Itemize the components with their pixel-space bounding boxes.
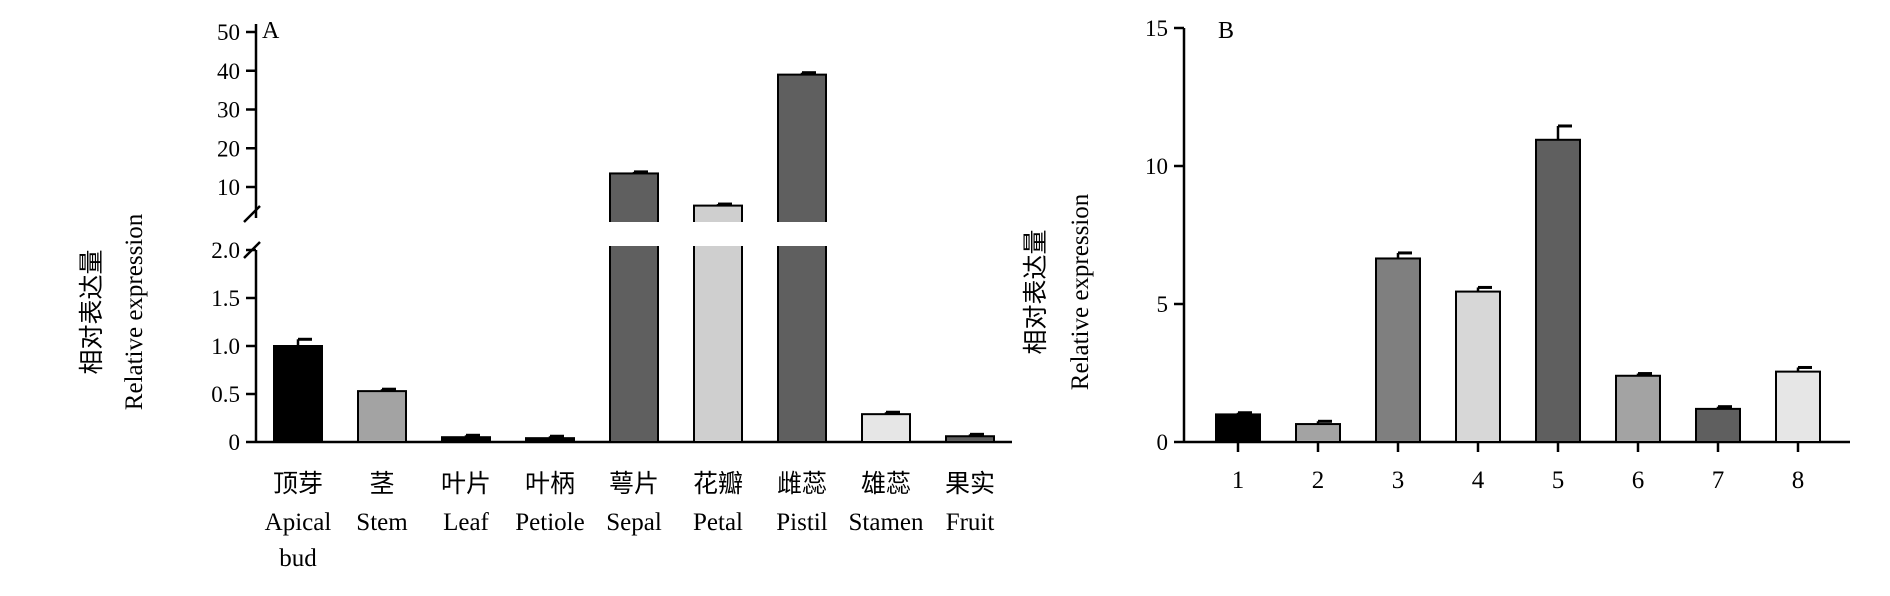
chart-a-category-cn: 叶片 — [441, 470, 491, 498]
chart-a-y-tick-label: 50 — [217, 20, 240, 45]
chart-a-y-axis-label-cn: 相对表达量 — [78, 249, 106, 374]
chart-a-ylabel-en: Relative expression — [121, 213, 148, 410]
chart-a-category-en: Leaf — [443, 509, 489, 536]
chart-a-category-cn: 果实 — [945, 470, 995, 498]
chart-a-category-cn: 雄蕊 — [861, 470, 911, 498]
chart-a-axis-break-mark-upper — [243, 205, 261, 223]
chart-b-bar — [1695, 407, 1741, 444]
chart-a-bar-break-gap — [776, 222, 828, 246]
chart-b-category-label: 3 — [1392, 467, 1405, 494]
chart-a-y-tick-label: 40 — [217, 59, 240, 84]
panel-b-label: B — [1218, 18, 1234, 44]
chart-a-category-cn: 雌蕊 — [777, 470, 827, 498]
chart-a-bar — [525, 437, 575, 444]
chart-a-bar — [273, 345, 323, 443]
chart-b-y-axis-label-cn: 相对表达量 — [1022, 229, 1050, 354]
chart-b-y-tick-label: 0 — [1157, 430, 1169, 455]
chart-b-y-tick-label: 5 — [1157, 292, 1169, 317]
chart-a-ylabel-cn: 相对表达量 — [78, 249, 106, 374]
chart-a: A 相对表达量 Relative expression 0 0.5 1.0 1.5 2.… — [78, 18, 1012, 572]
chart-a-category-en: bud — [279, 545, 317, 572]
chart-b-category-label: 5 — [1552, 467, 1565, 494]
chart-b: B 相对表达量 Relative expression 0 5 10 15 1 2 3 4 5… — [1022, 16, 1850, 494]
chart-a-bar — [777, 73, 827, 443]
chart-a-category-cn: 叶柄 — [525, 470, 575, 498]
chart-a-y-axis-label-en: Relative expression — [121, 213, 148, 410]
chart-b-bar — [1215, 413, 1261, 443]
chart-a-bars — [273, 71, 995, 444]
chart-a-category-en: Pistil — [776, 509, 827, 536]
chart-a-y-tick-label: 10 — [217, 175, 240, 200]
chart-a-y-ticks: 0 0.5 1.0 1.5 2.0 10 20 30 40 50 — [211, 20, 256, 455]
chart-a-category-en: Petiole — [515, 509, 584, 536]
chart-b-category-label: 1 — [1232, 467, 1245, 494]
chart-a-y-tick-label: 1.5 — [211, 286, 240, 311]
chart-b-y-tick-label: 10 — [1145, 154, 1168, 179]
chart-a-category-cn: 萼片 — [609, 470, 659, 498]
chart-b-category-label: 2 — [1312, 467, 1325, 494]
chart-a-y-tick-label: 30 — [217, 98, 240, 123]
chart-a-category-en: Stamen — [849, 509, 924, 536]
chart-b-bar — [1375, 257, 1421, 443]
chart-a-category-cn: 顶芽 — [273, 470, 323, 498]
chart-a-bar-break-gap — [608, 222, 660, 246]
chart-a-category-en: Fruit — [946, 509, 995, 536]
chart-b-y-tick-label: 15 — [1145, 16, 1168, 41]
chart-b-bar — [1535, 138, 1581, 443]
panel-a-label: A — [262, 18, 280, 44]
chart-a-bar — [609, 172, 659, 443]
chart-a-bar — [945, 435, 995, 443]
chart-b-bar — [1295, 423, 1341, 443]
chart-b-bars — [1215, 124, 1821, 444]
chart-a-bar — [861, 413, 911, 444]
chart-a-y-tick-label: 0 — [229, 430, 241, 455]
chart-a-y-tick-label: 0.5 — [211, 382, 240, 407]
chart-b-category-label: 6 — [1632, 467, 1645, 494]
chart-b-category-label: 8 — [1792, 467, 1805, 494]
chart-a-category-en: Stem — [356, 509, 408, 536]
chart-a-y-tick-label: 20 — [217, 136, 240, 161]
chart-a-category-cn: 花瓣 — [693, 470, 743, 498]
chart-a-y-tick-label: 2.0 — [211, 238, 240, 263]
chart-a-category-en: Apical — [265, 509, 332, 536]
chart-a-bar — [357, 390, 407, 443]
chart-b-category-label: 4 — [1472, 467, 1485, 494]
chart-b-x-labels: 1 2 3 4 5 6 7 8 — [1232, 442, 1805, 494]
chart-b-category-label: 7 — [1712, 467, 1725, 494]
chart-b-bar — [1455, 290, 1501, 443]
chart-b-y-ticks: 0 5 10 15 — [1145, 16, 1184, 455]
chart-b-y-axis-label-en: Relative expression — [1067, 193, 1094, 390]
chart-a-y-tick-label: 1.0 — [211, 334, 240, 359]
chart-a-x-labels: 顶芽 Apical bud 茎 Stem 叶片 Leaf 叶柄 Petiole 萼片 Sepal 花瓣… — [265, 470, 995, 572]
chart-a-category-cn: 茎 — [369, 470, 394, 498]
chart-a-category-en: Petal — [693, 509, 743, 536]
chart-a-bar — [441, 436, 491, 444]
chart-b-bar — [1615, 374, 1661, 444]
chart-b-ylabel-en: Relative expression — [1067, 193, 1094, 390]
chart-b-ylabel-cn: 相对表达量 — [1022, 229, 1050, 354]
chart-a-category-en: Sepal — [606, 509, 662, 536]
chart-b-bar — [1775, 370, 1821, 443]
chart-a-bar-break-gap — [692, 222, 744, 246]
